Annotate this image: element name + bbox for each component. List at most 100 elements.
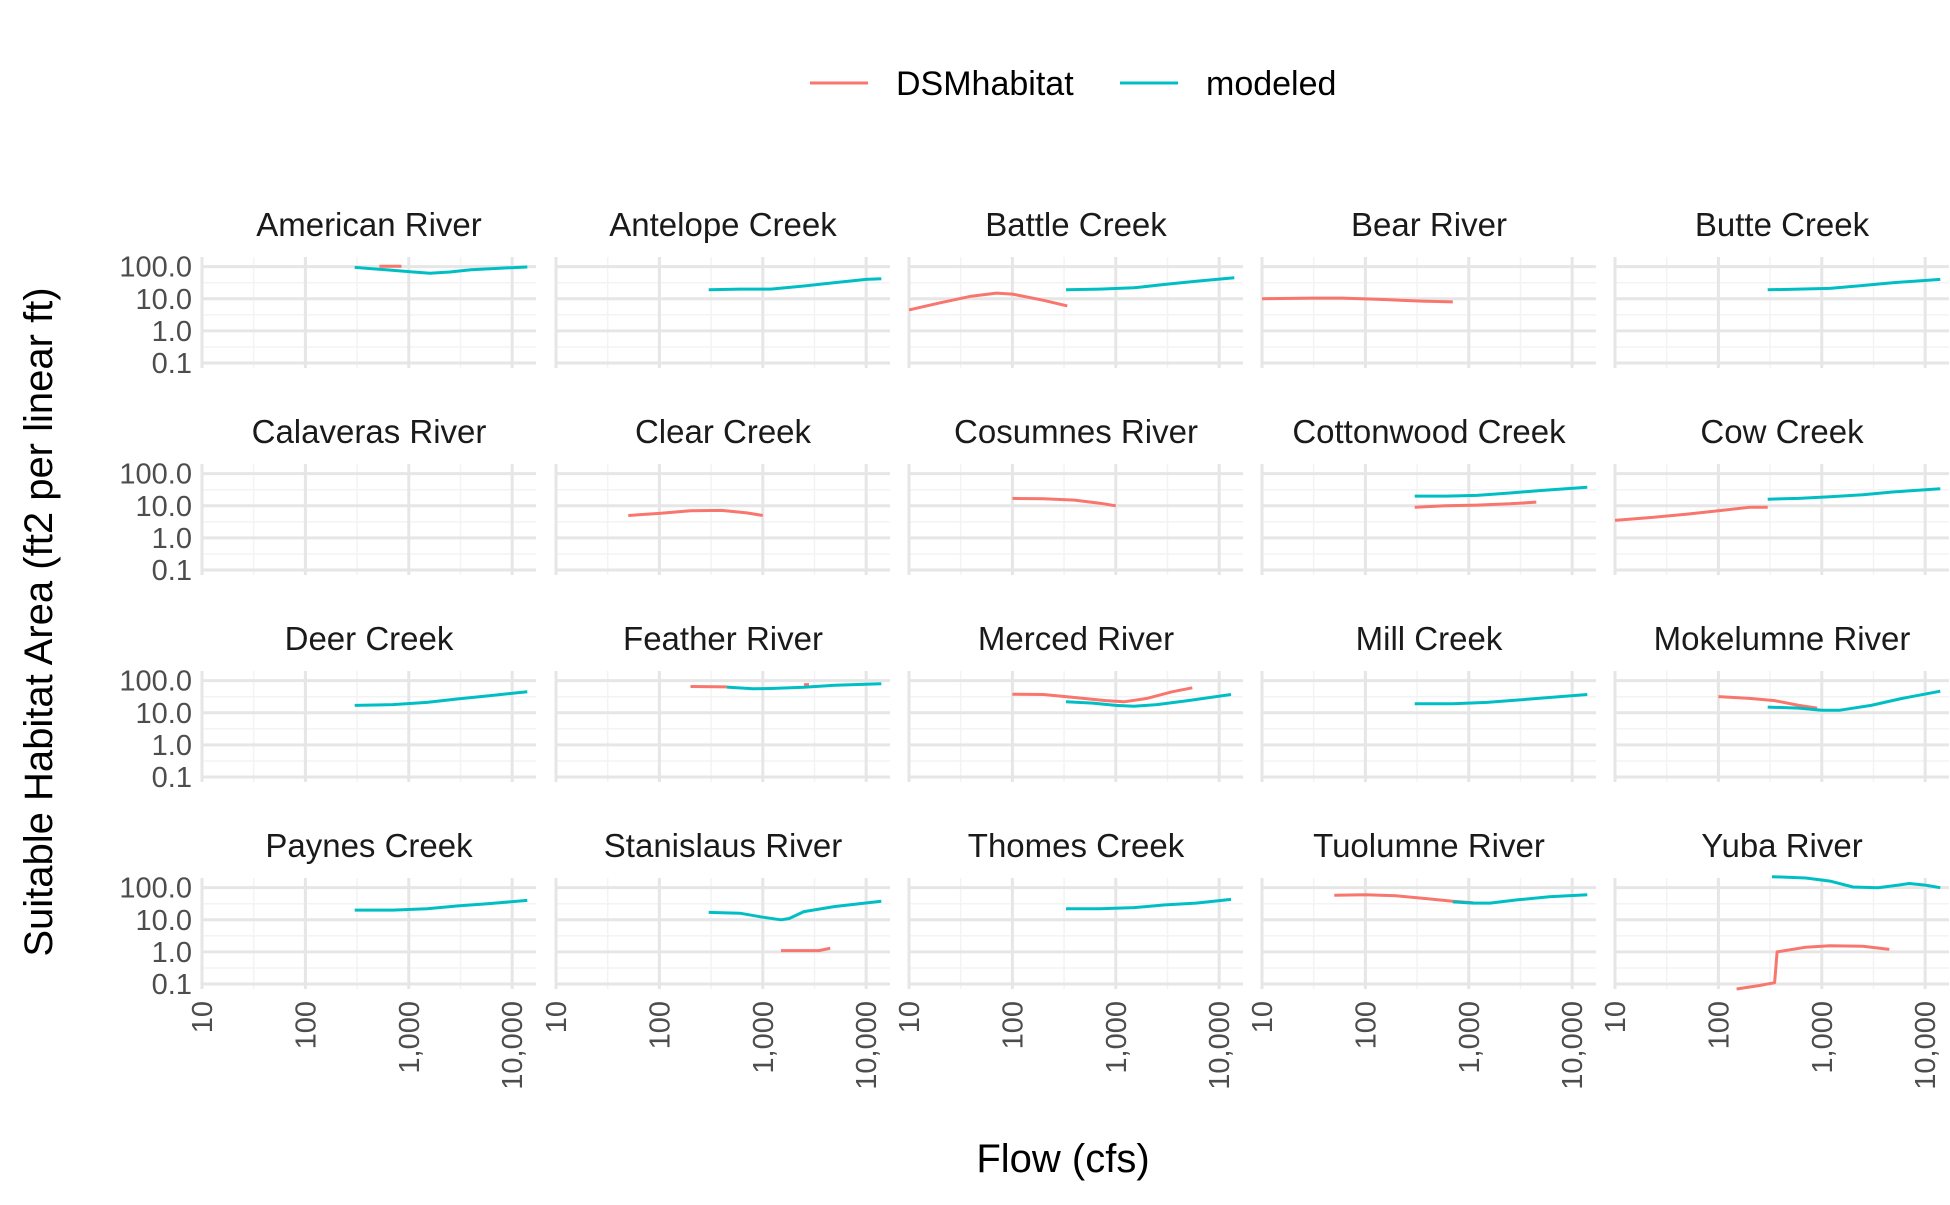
x-tick-label: 100 <box>644 1001 676 1049</box>
series-line-dsmhabitat <box>909 293 1067 310</box>
x-tick-label: 10 <box>894 1001 926 1033</box>
x-tick-label: 10 <box>541 1001 573 1033</box>
facet-panel: Mill Creek <box>1262 620 1596 782</box>
facet-title: Bear River <box>1351 206 1507 243</box>
series-line-modeled <box>1415 487 1588 496</box>
y-tick-label: 10.0 <box>136 698 192 730</box>
facet-title: Feather River <box>623 620 823 657</box>
x-tick-label: 1,000 <box>1101 1001 1133 1074</box>
y-tick-label: 0.1 <box>152 969 192 1001</box>
x-tick-label: 10,000 <box>1910 1001 1942 1090</box>
facet-title: Thomes Creek <box>968 827 1185 864</box>
facet-title: Tuolumne River <box>1313 827 1545 864</box>
facet-panel: Merced River <box>909 620 1243 782</box>
y-tick-label: 100.0 <box>119 252 192 284</box>
facet-title: Stanislaus River <box>604 827 842 864</box>
x-tick-label: 10,000 <box>851 1001 883 1090</box>
x-tick-label: 10,000 <box>497 1001 529 1090</box>
facet-title: Butte Creek <box>1695 206 1870 243</box>
facet-panel: Clear Creek <box>556 413 890 575</box>
facet-panel: Bear River <box>1262 206 1596 368</box>
facet-panel: Mokelumne River <box>1615 620 1949 782</box>
facet-panel: Cottonwood Creek <box>1262 413 1596 575</box>
facet-panel: Stanislaus River 10 100 1,000 10,000 <box>541 827 890 1090</box>
series-line-modeled <box>355 692 528 706</box>
facet-panel: Butte Creek <box>1615 206 1949 368</box>
facet-panel: Battle Creek <box>909 206 1243 368</box>
x-tick-label: 10,000 <box>1557 1001 1589 1090</box>
x-tick-label: 1,000 <box>748 1001 780 1074</box>
legend-label: DSMhabitat <box>896 65 1074 103</box>
x-tick-label: 1,000 <box>394 1001 426 1074</box>
x-tick-label: 10 <box>1247 1001 1279 1033</box>
series-line-modeled <box>355 900 528 910</box>
facet-panel: Cosumnes River <box>909 413 1243 575</box>
legend-item: DSMhabitat <box>810 65 1074 103</box>
facet-title: Clear Creek <box>635 413 812 450</box>
y-tick-label: 1.0 <box>152 316 192 348</box>
y-tick-label: 0.1 <box>152 762 192 794</box>
series-line-dsmhabitat <box>1615 507 1768 520</box>
series-line-dsmhabitat <box>781 948 830 950</box>
series-line-dsmhabitat <box>1012 688 1192 702</box>
facet-panel: Tuolumne River 10 100 1,000 10,000 <box>1247 827 1596 1090</box>
facet-title: Cottonwood Creek <box>1292 413 1566 450</box>
series-line-modeled <box>1772 877 1940 888</box>
facet-title: Cow Creek <box>1700 413 1864 450</box>
y-tick-label: 0.1 <box>152 348 192 380</box>
facet-title: Cosumnes River <box>954 413 1198 450</box>
facet-title: Deer Creek <box>285 620 454 657</box>
legend-item: modeled <box>1120 65 1336 103</box>
facet-title: American River <box>256 206 482 243</box>
facet-title: Mill Creek <box>1356 620 1503 657</box>
y-tick-label: 10.0 <box>136 491 192 523</box>
x-tick-label: 100 <box>997 1001 1029 1049</box>
facet-title: Mokelumne River <box>1654 620 1911 657</box>
y-tick-label: 1.0 <box>152 730 192 762</box>
facet-title: Yuba River <box>1701 827 1862 864</box>
series-line-modeled <box>1768 691 1941 710</box>
facet-title: Antelope Creek <box>609 206 837 243</box>
x-tick-label: 100 <box>1350 1001 1382 1049</box>
series-line-modeled <box>1066 278 1234 290</box>
x-tick-label: 1,000 <box>1807 1001 1839 1074</box>
y-tick-label: 100.0 <box>119 873 192 905</box>
series-line-modeled <box>1415 695 1588 704</box>
series-line-dsmhabitat <box>628 510 763 515</box>
facet-title: Merced River <box>978 620 1174 657</box>
y-axis-title: Suitable Habitat Area (ft2 per linear ft… <box>17 287 61 956</box>
y-tick-label: 1.0 <box>152 523 192 555</box>
y-tick-label: 10.0 <box>136 905 192 937</box>
facet-panel: Yuba River 10 100 1,000 10,000 <box>1600 827 1949 1090</box>
facet-panel: Feather River <box>556 620 890 782</box>
facet-title: Calaveras River <box>252 413 487 450</box>
x-tick-label: 10 <box>187 1001 219 1033</box>
y-tick-label: 100.0 <box>119 459 192 491</box>
facet-title: Battle Creek <box>985 206 1167 243</box>
y-tick-label: 0.1 <box>152 555 192 587</box>
legend-label: modeled <box>1206 65 1336 103</box>
x-tick-label: 1,000 <box>1454 1001 1486 1074</box>
facet-title: Paynes Creek <box>265 827 473 864</box>
y-tick-label: 100.0 <box>119 666 192 698</box>
x-tick-label: 10 <box>1600 1001 1632 1033</box>
x-axis-title: Flow (cfs) <box>976 1137 1149 1181</box>
y-tick-label: 10.0 <box>136 284 192 316</box>
series-line-modeled <box>709 279 882 290</box>
x-tick-label: 100 <box>290 1001 322 1049</box>
facet-panel: Cow Creek <box>1615 413 1949 575</box>
x-tick-label: 100 <box>1703 1001 1735 1049</box>
series-line-modeled <box>1768 279 1941 289</box>
facet-panel: Antelope Creek <box>556 206 890 368</box>
legend: DSMhabitat modeled <box>810 65 1336 103</box>
y-tick-label: 1.0 <box>152 937 192 969</box>
series-line-dsmhabitat <box>1334 895 1473 903</box>
